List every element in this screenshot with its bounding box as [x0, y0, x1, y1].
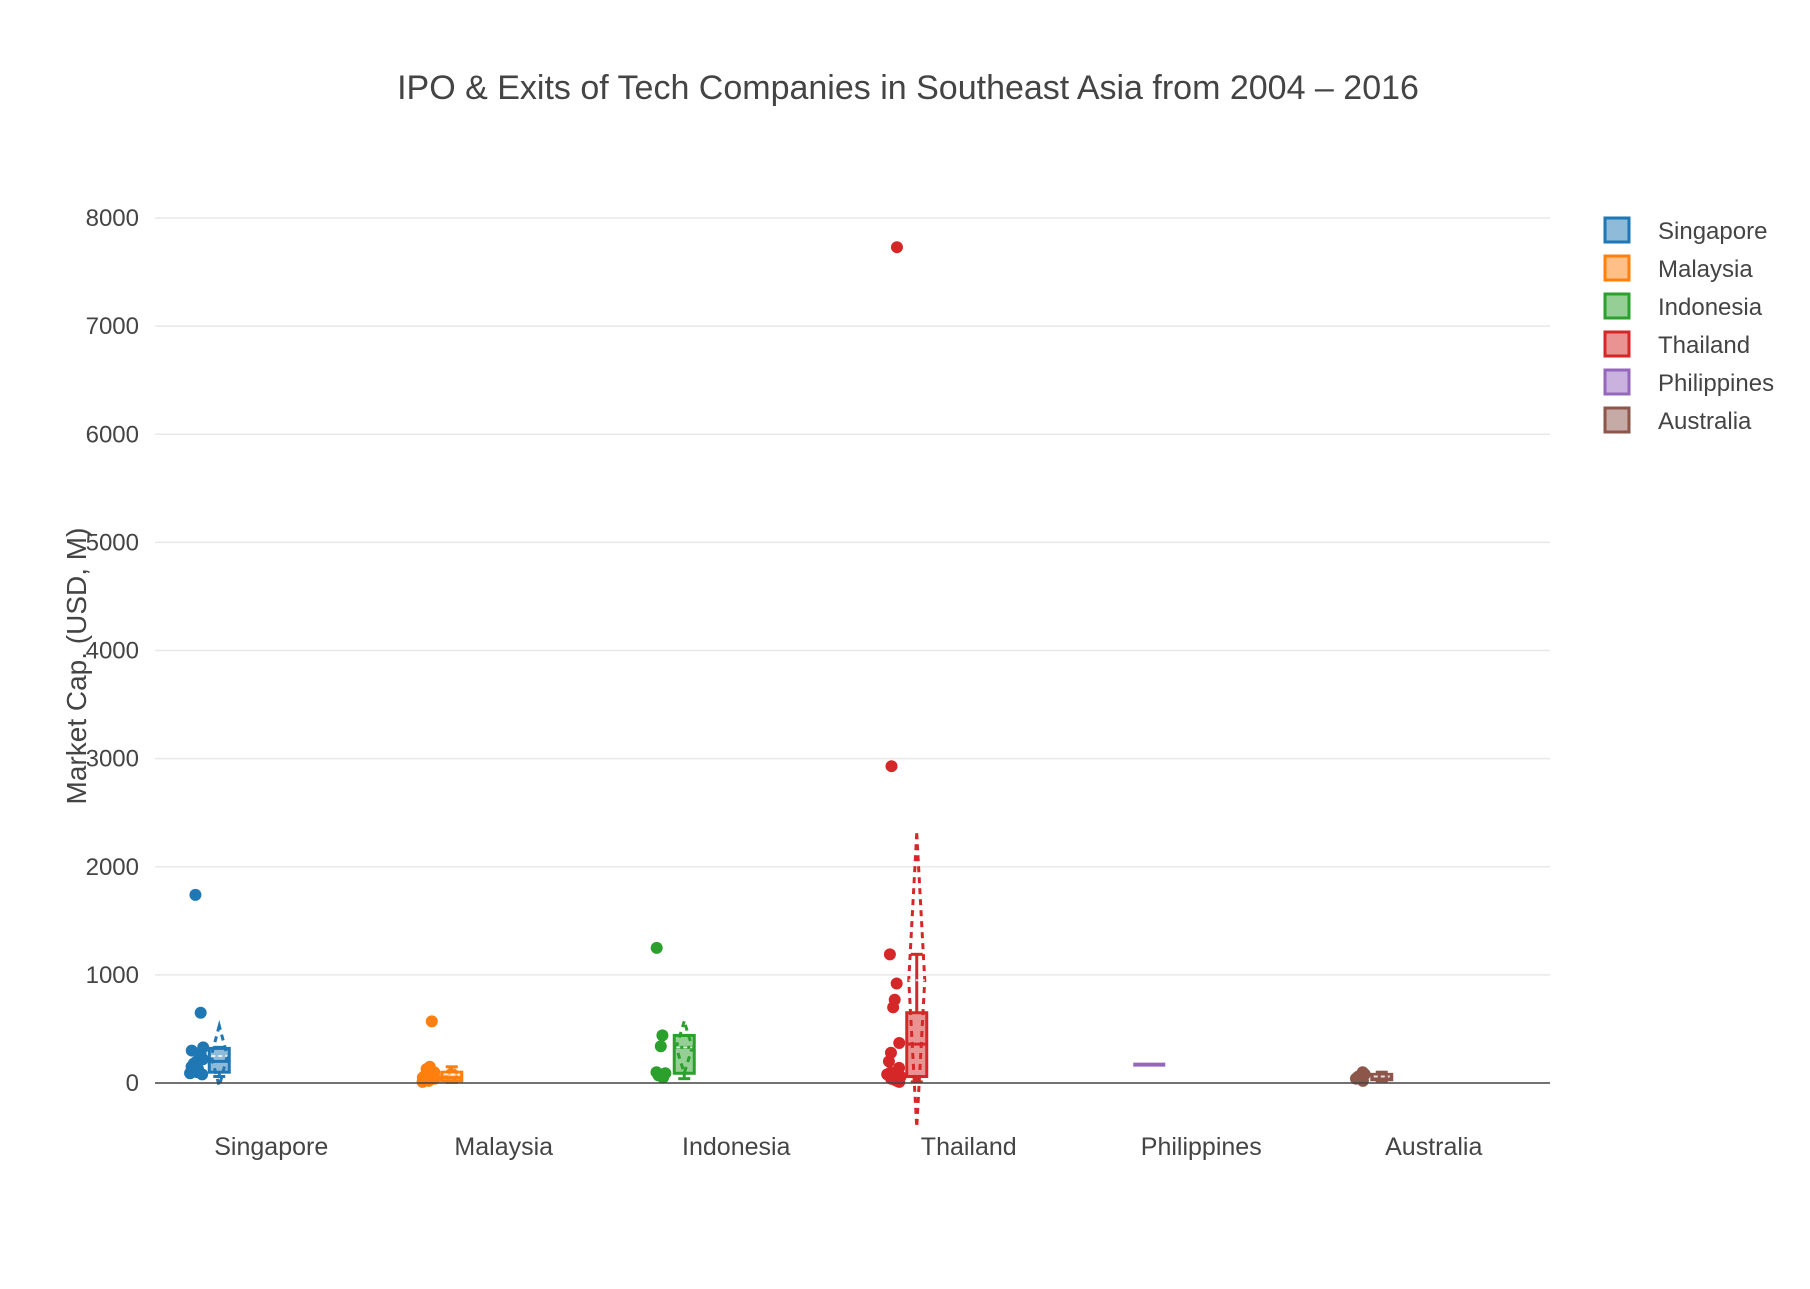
series-thailand	[881, 241, 929, 1128]
x-tick-label: Indonesia	[682, 1133, 791, 1161]
data-point	[1356, 1066, 1369, 1079]
legend-label: Philippines	[1658, 370, 1774, 397]
legend-swatch	[1603, 216, 1631, 244]
data-point	[650, 1066, 663, 1079]
y-tick-label: 1000	[86, 962, 139, 989]
mean-sd-diamond	[674, 1016, 694, 1079]
legend-label: Indonesia	[1658, 294, 1763, 321]
data-point	[893, 1061, 906, 1074]
legend-label: Australia	[1658, 408, 1752, 435]
legend-swatch	[1603, 254, 1631, 282]
legend-label: Malaysia	[1658, 256, 1753, 283]
mean-sd-diamond	[209, 1019, 229, 1093]
x-tick-label: Philippines	[1141, 1133, 1262, 1161]
x-tick-labels: Singapore Malaysia Indonesia Thailand Philip…	[214, 1133, 1482, 1161]
data-point	[189, 888, 202, 901]
data-point	[659, 1067, 672, 1080]
data-point	[884, 1046, 897, 1059]
y-tick-label: 2000	[86, 854, 139, 881]
data-point	[888, 993, 901, 1006]
data-point	[883, 948, 896, 961]
series-malaysia	[416, 1015, 464, 1088]
y-tick-label: 7000	[86, 313, 139, 340]
x-tick-label: Australia	[1385, 1133, 1482, 1161]
y-axis-label: Market Cap. (USD, M)	[61, 528, 92, 805]
legend-swatch	[1603, 292, 1631, 320]
legend-swatch	[1603, 406, 1631, 434]
mean-sd-diamond	[441, 1065, 463, 1083]
data-point	[185, 1044, 198, 1057]
data-point	[885, 760, 898, 773]
data-point	[650, 941, 663, 954]
legend-label: Thailand	[1658, 332, 1750, 359]
x-tick-label: Singapore	[214, 1133, 328, 1161]
data-point	[893, 1036, 906, 1049]
data-point	[890, 977, 903, 990]
data-point	[654, 1040, 667, 1053]
grid-lines	[155, 217, 1550, 976]
y-tick-label: 4000	[86, 638, 139, 665]
data-point	[197, 1041, 210, 1054]
series-australia	[1349, 1066, 1394, 1087]
series-singapore	[184, 888, 231, 1093]
series-layer	[184, 241, 1394, 1128]
y-tick-label: 5000	[86, 529, 139, 556]
data-point	[423, 1060, 436, 1073]
x-tick-label: Thailand	[921, 1133, 1017, 1161]
legend-label: Singapore	[1658, 218, 1767, 245]
chart-title: IPO & Exits of Tech Companies in Southea…	[397, 69, 1419, 107]
y-tick-label: 3000	[86, 746, 139, 773]
data-point	[656, 1029, 669, 1042]
data-point	[194, 1006, 207, 1019]
y-tick-label: 8000	[86, 205, 139, 232]
y-tick-label: 0	[126, 1070, 139, 1097]
legend-swatch	[1603, 368, 1631, 396]
y-tick-labels: 0 1000 2000 3000 4000 5000 6000 7000 8000	[86, 205, 139, 1097]
series-indonesia	[650, 941, 696, 1084]
x-tick-label: Malaysia	[454, 1133, 553, 1161]
y-tick-label: 6000	[86, 421, 139, 448]
data-point	[425, 1015, 438, 1028]
data-point	[890, 241, 903, 254]
legend: Singapore Malaysia Indonesia Thailand Philip…	[1603, 216, 1774, 435]
legend-swatch	[1603, 330, 1631, 358]
